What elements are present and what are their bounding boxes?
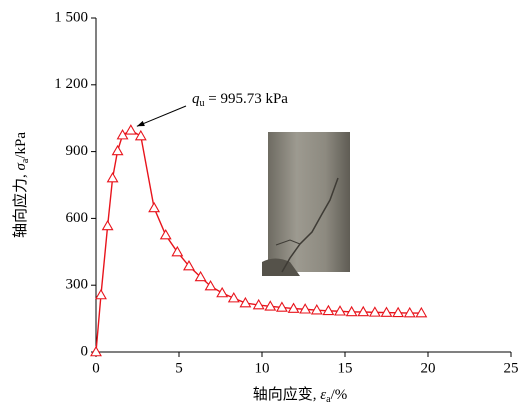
x-tick-label: 20 [421, 360, 436, 376]
y-tick-label: 900 [66, 143, 89, 159]
annotation: qu = 995.73 kPa [192, 91, 288, 109]
y-tick-label: 300 [66, 277, 89, 293]
data-point [113, 146, 123, 155]
annotation-arrow [137, 106, 186, 126]
data-point [161, 230, 171, 239]
annotation-arrowhead [137, 121, 145, 126]
x-tick-label: 15 [338, 360, 353, 376]
x-axis-label: 轴向应变, εa/% [253, 385, 348, 405]
data-point [217, 288, 227, 297]
data-point [229, 293, 239, 302]
x-tick-label: 5 [175, 360, 183, 376]
data-point [172, 247, 182, 256]
data-point [240, 298, 250, 307]
chart: qu = 995.73 kPa 轴向应变, εa/% 轴向应力, σa/kPa … [0, 0, 527, 410]
x-tick-label: 25 [504, 360, 519, 376]
data-point [96, 290, 106, 299]
y-axis-label: 轴向应力, σa/kPa [11, 132, 31, 238]
data-point [126, 125, 136, 134]
y-tick-label: 0 [81, 343, 89, 359]
y-tick-label: 1 200 [54, 76, 88, 92]
series-line [96, 130, 421, 352]
specimen-photo [262, 132, 350, 276]
y-tick-label: 1 500 [54, 9, 88, 25]
y-tick-label: 600 [66, 210, 89, 226]
data-point [149, 203, 159, 212]
data-point [136, 131, 146, 140]
data-point [108, 173, 118, 182]
x-tick-label: 0 [92, 360, 100, 376]
x-tick-label: 10 [255, 360, 270, 376]
data-point [103, 221, 113, 230]
data-point [91, 347, 101, 356]
